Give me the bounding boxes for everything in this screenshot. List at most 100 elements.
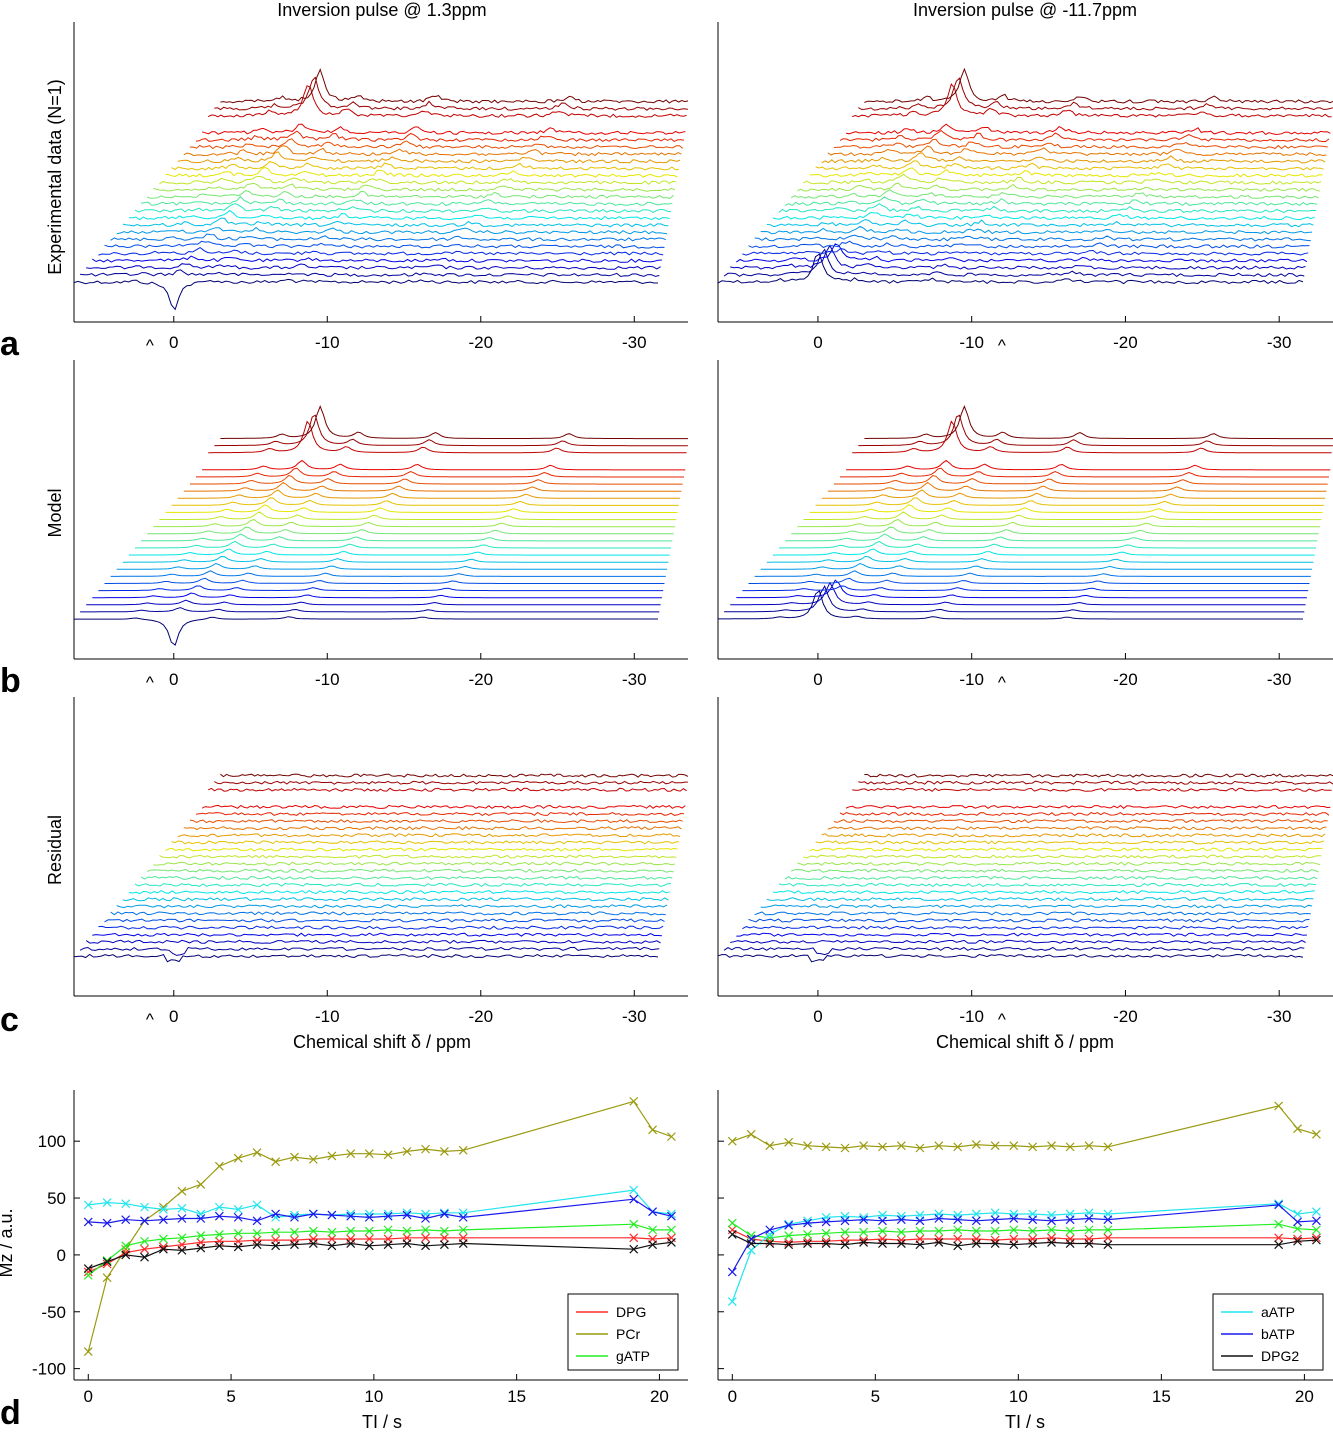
data-point-PCr (1274, 1101, 1284, 1111)
spectrum-trace (98, 585, 664, 592)
spectrum-trace (183, 145, 682, 157)
spectrum-trace (833, 138, 1328, 150)
spectrum-trace (772, 212, 1315, 221)
data-point-bATP (934, 1214, 944, 1223)
data-point-aATP (1293, 1209, 1302, 1219)
spectrum-trace (147, 190, 674, 199)
spectra-xlabel-left: Chemical shift δ / ppm (293, 1032, 471, 1052)
spectrum-trace (141, 195, 673, 206)
data-point-DPG2 (1047, 1237, 1056, 1247)
spectrum-trace (827, 481, 1327, 492)
y-tick-label: -100 (32, 1360, 66, 1379)
data-point-DPG2 (1274, 1240, 1284, 1250)
data-point-gATP (383, 1225, 393, 1235)
x-tick-label: 5 (226, 1387, 235, 1406)
x-tick-label: 0 (728, 1387, 737, 1406)
spectrum-trace (742, 925, 1309, 930)
inversion-marker: ^ (146, 1010, 154, 1029)
data-point-DPG (953, 1234, 963, 1244)
spectrum-trace (852, 83, 1332, 118)
spectrum-trace (827, 826, 1327, 831)
spectrum-trace (177, 833, 681, 838)
data-point-gATP (971, 1226, 981, 1236)
data-point-DPG2 (1028, 1239, 1038, 1248)
data-point-DPG2 (878, 1239, 887, 1248)
spectrum-trace (153, 861, 675, 866)
data-point-gATP (667, 1225, 676, 1235)
spectrum-trace (821, 489, 1326, 499)
spectra-panel: 0 -10 -20 -30 ^ (73, 22, 689, 355)
spectrum-trace (864, 773, 1333, 778)
spectrum-trace (760, 904, 1313, 909)
data-point-bATP (196, 1214, 206, 1223)
spectrum-trace (784, 196, 1318, 207)
spectrum-trace (202, 459, 686, 471)
inversion-marker: ^ (998, 1010, 1006, 1029)
data-point-DPG (439, 1233, 449, 1243)
data-point-DPG2 (421, 1241, 430, 1251)
spectrum-trace (858, 414, 1333, 447)
spectrum-trace (839, 129, 1330, 142)
spectrum-trace (790, 189, 1319, 199)
data-point-gATP (83, 1270, 93, 1280)
inversion-marker: ^ (998, 336, 1006, 355)
x-tick-label: -30 (622, 670, 647, 689)
row-label-experimental: Experimental data (N=1) (45, 79, 65, 275)
data-point-PCr (971, 1140, 981, 1150)
data-point-DPG2 (1084, 1239, 1094, 1248)
spectrum-trace (833, 475, 1328, 485)
data-point-PCr (727, 1136, 737, 1146)
data-point-DPG2 (896, 1239, 906, 1248)
x-tick-label: 10 (364, 1387, 383, 1406)
x-tick-label: 10 (1009, 1387, 1028, 1406)
spectrum-trace (742, 585, 1309, 592)
data-point-DPG2 (990, 1239, 1000, 1248)
spectrum-trace (134, 882, 672, 888)
data-point-bATP (953, 1215, 963, 1225)
data-point-bATP (629, 1194, 639, 1204)
data-point-bATP (1274, 1200, 1284, 1210)
data-point-bATP (803, 1218, 812, 1228)
spectrum-trace (723, 248, 1305, 278)
spectrum-trace (80, 607, 660, 613)
data-point-aATP (252, 1200, 262, 1210)
column-title-left: Inversion pulse @ 1.3ppm (277, 0, 486, 20)
legend-label-PCr: PCr (616, 1326, 640, 1342)
spectrum-trace (104, 577, 665, 584)
spectrum-trace (189, 475, 683, 485)
data-point-PCr (629, 1096, 639, 1106)
data-point-PCr (1009, 1141, 1019, 1151)
data-point-bATP (271, 1209, 281, 1219)
data-point-DPG2 (290, 1240, 299, 1250)
data-point-PCr (746, 1129, 756, 1139)
data-point-DPG2 (1065, 1239, 1075, 1248)
spectrum-trace (147, 526, 674, 535)
series-line-bATP (731, 1204, 1317, 1273)
data-point-DPG2 (915, 1240, 925, 1250)
spectrum-trace (116, 226, 668, 235)
data-point-aATP (233, 1204, 243, 1214)
spectrum-trace (852, 420, 1332, 454)
spectrum-trace (171, 497, 679, 506)
spectrum-trace (98, 247, 664, 256)
data-point-bATP (784, 1220, 794, 1230)
data-point-DPG2 (158, 1244, 168, 1254)
data-point-PCr (934, 1141, 944, 1151)
spectrum-trace (220, 773, 689, 778)
data-point-DPG (1274, 1233, 1284, 1243)
data-point-PCr (383, 1150, 393, 1160)
data-point-DPG2 (83, 1264, 93, 1273)
spectra-panel: 0 -10 -20 -30 ^ (73, 697, 689, 1029)
data-point-DPG (327, 1234, 337, 1244)
data-point-bATP (1009, 1214, 1019, 1223)
data-point-gATP (1311, 1225, 1321, 1235)
data-point-PCr (252, 1148, 262, 1157)
spectrum-trace (159, 511, 677, 521)
data-point-PCr (233, 1153, 243, 1163)
spectrum-trace (797, 182, 1321, 192)
data-point-DPG2 (383, 1240, 393, 1250)
data-point-PCr (327, 1151, 337, 1161)
data-point-PCr (840, 1143, 850, 1153)
spectrum-trace (852, 787, 1332, 792)
data-point-gATP (803, 1230, 812, 1239)
